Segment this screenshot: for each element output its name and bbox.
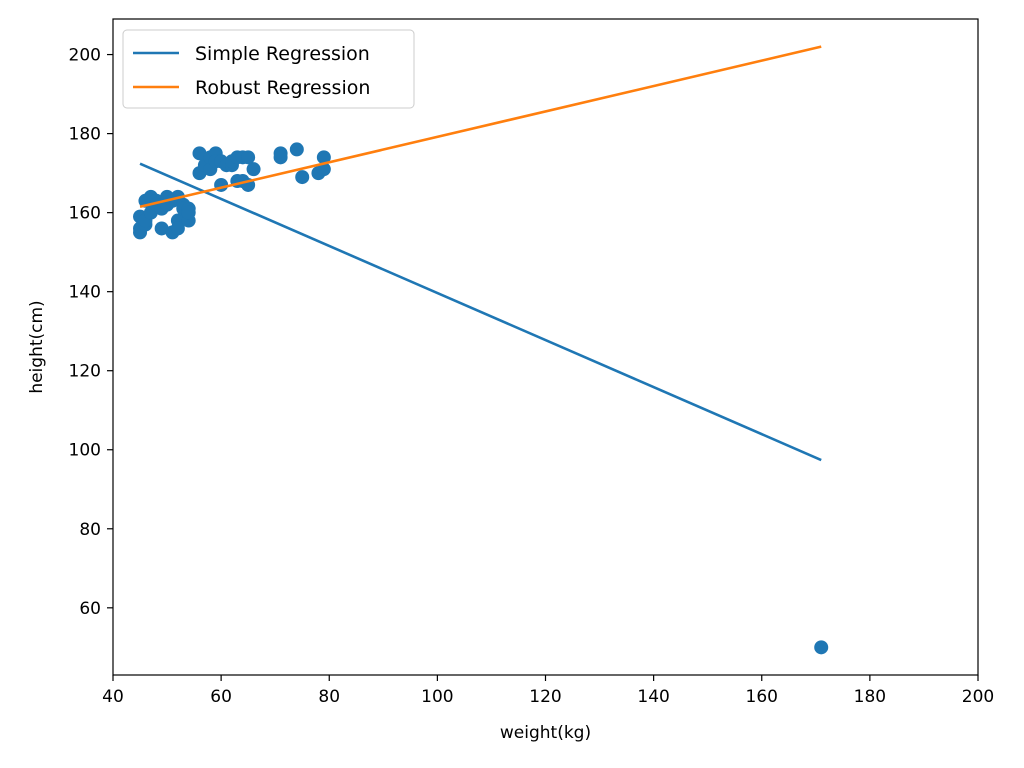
y-tick-label: 100 xyxy=(69,441,101,461)
data-point xyxy=(295,170,310,185)
y-axis-label: height(cm) xyxy=(27,300,47,393)
legend: Simple Regression Robust Regression xyxy=(122,29,415,109)
y-tick-label: 60 xyxy=(79,599,101,619)
data-point xyxy=(181,205,196,220)
y-tick-label: 200 xyxy=(69,46,101,66)
x-tick-label: 180 xyxy=(854,687,886,707)
regression-lines xyxy=(139,45,822,462)
x-tick-label: 100 xyxy=(421,687,453,707)
series-line-1 xyxy=(139,45,822,208)
x-tick-label: 120 xyxy=(529,687,561,707)
data-point xyxy=(246,162,261,177)
x-tick-label: 200 xyxy=(962,687,994,707)
data-point xyxy=(154,221,169,236)
y-tick-label: 80 xyxy=(79,520,101,540)
x-tick-label: 140 xyxy=(637,687,669,707)
data-point xyxy=(241,150,256,165)
scatter-points xyxy=(133,142,829,655)
x-tick-label: 40 xyxy=(102,687,124,707)
x-axis-ticks: 40 60 80 100 120 140 160 180 200 xyxy=(102,675,994,707)
x-axis-label: weight(kg) xyxy=(500,723,591,743)
data-point xyxy=(316,150,331,165)
y-axis-ticks: 60 80 100 120 140 160 180 200 xyxy=(69,46,113,619)
data-point xyxy=(289,142,304,157)
y-tick-label: 180 xyxy=(69,125,101,145)
x-tick-label: 160 xyxy=(746,687,778,707)
data-point xyxy=(170,221,185,236)
series-line-0 xyxy=(139,162,822,462)
y-tick-label: 160 xyxy=(69,204,101,224)
plot-frame xyxy=(112,18,979,676)
legend-label-simple-regression: Simple Regression xyxy=(195,43,370,65)
data-point xyxy=(273,150,288,165)
x-tick-label: 80 xyxy=(318,687,340,707)
y-tick-label: 120 xyxy=(69,362,101,382)
y-tick-label: 140 xyxy=(69,283,101,303)
legend-box xyxy=(122,29,415,109)
data-point xyxy=(192,146,207,161)
data-point xyxy=(814,640,829,655)
x-tick-label: 60 xyxy=(210,687,232,707)
legend-label-robust-regression: Robust Regression xyxy=(195,77,370,99)
